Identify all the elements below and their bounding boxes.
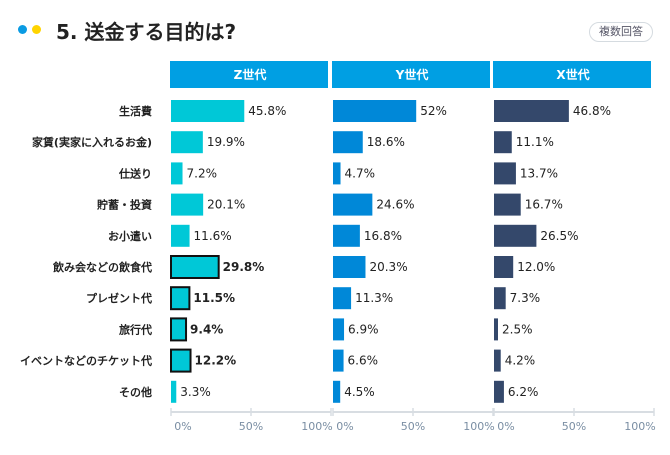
series-header-label: X世代	[556, 67, 589, 82]
bar	[333, 349, 344, 372]
bar	[333, 162, 341, 185]
category-label: 飲み会などの飲食代	[52, 260, 152, 274]
data-label: 7.3%	[510, 291, 541, 305]
bar	[333, 193, 373, 216]
category-label: その他	[119, 385, 152, 399]
x-tick-label: 0%	[336, 420, 353, 433]
data-label: 6.6%	[348, 354, 379, 368]
data-label: 4.5%	[344, 385, 375, 399]
x-tick-label: 100%	[301, 420, 332, 433]
data-label: 16.7%	[525, 198, 563, 212]
series-header	[170, 61, 328, 88]
bar	[494, 287, 506, 310]
data-label: 2.5%	[502, 322, 533, 336]
category-label: イベントなどのチケット代	[20, 354, 152, 368]
data-label: 12.2%	[195, 354, 237, 368]
data-label: 16.8%	[364, 229, 402, 243]
data-label: 4.2%	[505, 354, 535, 368]
x-tick-label: 0%	[497, 420, 514, 433]
bar	[494, 224, 537, 247]
data-label: 19.9%	[207, 135, 245, 149]
bar	[171, 380, 177, 403]
bar	[494, 162, 516, 185]
data-label: 7.2%	[187, 166, 218, 180]
data-label: 29.8%	[223, 260, 265, 274]
data-label: 26.5%	[540, 229, 578, 243]
multiple-answer-badge: 複数回答	[589, 22, 653, 42]
blue-dot-icon	[18, 25, 27, 34]
data-label: 6.2%	[508, 385, 539, 399]
bar	[333, 380, 341, 403]
data-label: 13.7%	[520, 166, 558, 180]
category-label: 貯蓄・投資	[97, 198, 152, 212]
data-label: 20.3%	[369, 260, 407, 274]
bar	[494, 131, 512, 154]
category-label: プレゼント代	[86, 291, 152, 305]
bar	[171, 162, 183, 185]
bar	[171, 193, 204, 216]
x-tick-label: 0%	[174, 420, 191, 433]
data-label: 12.0%	[517, 260, 555, 274]
category-label: お小遣い	[108, 229, 152, 243]
category-label: 仕送り	[118, 166, 152, 180]
bar	[494, 349, 501, 372]
bar	[171, 224, 190, 247]
data-label: 52%	[420, 104, 447, 118]
bar	[494, 380, 504, 403]
bar	[171, 131, 203, 154]
yellow-dot-icon	[32, 25, 41, 34]
series-header-label: Y世代	[395, 67, 429, 82]
bar	[494, 256, 514, 278]
bar	[170, 317, 188, 342]
data-label: 11.1%	[516, 135, 554, 149]
data-label: 45.8%	[248, 104, 286, 118]
series-header	[493, 61, 651, 88]
page-title: 5. 送金する目的は?	[56, 20, 237, 44]
category-label: 家賃(実家に入れるお金)	[32, 135, 152, 149]
bar	[333, 100, 417, 122]
bar	[333, 224, 360, 247]
x-tick-label: 50%	[401, 420, 425, 433]
data-label: 3.3%	[180, 385, 211, 399]
bar	[170, 286, 191, 311]
x-tick-label: 50%	[239, 420, 263, 433]
data-label: 20.1%	[207, 198, 245, 212]
data-label: 11.5%	[193, 291, 235, 305]
bar	[333, 256, 366, 278]
category-label: 生活費	[119, 104, 152, 118]
data-label: 6.9%	[348, 322, 379, 336]
data-label: 11.3%	[355, 291, 393, 305]
bar	[170, 348, 192, 373]
bar	[333, 287, 352, 310]
data-label: 24.6%	[376, 198, 414, 212]
data-label: 46.8%	[573, 104, 611, 118]
data-label: 4.7%	[345, 166, 376, 180]
series-header-label: Z世代	[234, 67, 267, 82]
bar	[171, 100, 245, 122]
bar	[494, 100, 569, 122]
bar	[333, 318, 345, 341]
category-label: 旅行代	[119, 322, 152, 336]
bar	[170, 255, 220, 279]
bar	[494, 318, 498, 341]
x-tick-label: 50%	[562, 420, 586, 433]
bar	[333, 131, 363, 154]
data-label: 18.6%	[367, 135, 405, 149]
bar	[494, 193, 521, 216]
x-tick-label: 100%	[463, 420, 494, 433]
data-label: 11.6%	[194, 229, 232, 243]
x-tick-label: 100%	[624, 420, 655, 433]
series-header	[332, 61, 490, 88]
data-label: 9.4%	[190, 322, 223, 336]
